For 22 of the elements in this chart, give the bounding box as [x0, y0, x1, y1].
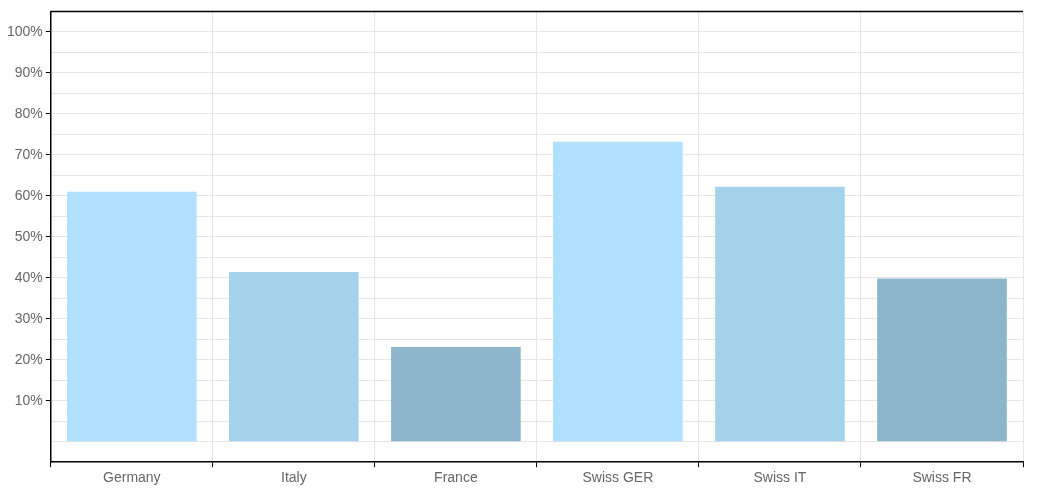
bar	[391, 347, 521, 442]
bar	[877, 278, 1007, 442]
x-tick-label: France	[434, 469, 478, 486]
y-tick-label: 100%	[6, 22, 43, 39]
y-tick-label: 80%	[14, 104, 43, 121]
y-tick-label: 20%	[14, 350, 43, 367]
y-tick-label: 60%	[14, 186, 43, 203]
x-tick-label: Germany	[103, 469, 161, 486]
bar	[715, 186, 845, 442]
y-tick-label: 70%	[14, 145, 43, 162]
y-tick-label: 50%	[14, 227, 43, 244]
y-tick-label: 30%	[14, 309, 43, 326]
x-tick-label: Swiss FR	[912, 469, 972, 486]
y-tick-label: 90%	[14, 63, 43, 80]
bar	[67, 191, 197, 442]
x-tick-label: Swiss IT	[753, 469, 807, 486]
x-tick-label: Swiss GER	[582, 469, 654, 486]
bar	[229, 272, 359, 442]
x-tick-label: Italy	[281, 469, 307, 486]
y-tick-label: 10%	[14, 391, 43, 408]
y-tick-label: 40%	[14, 268, 43, 285]
bar	[553, 141, 683, 442]
